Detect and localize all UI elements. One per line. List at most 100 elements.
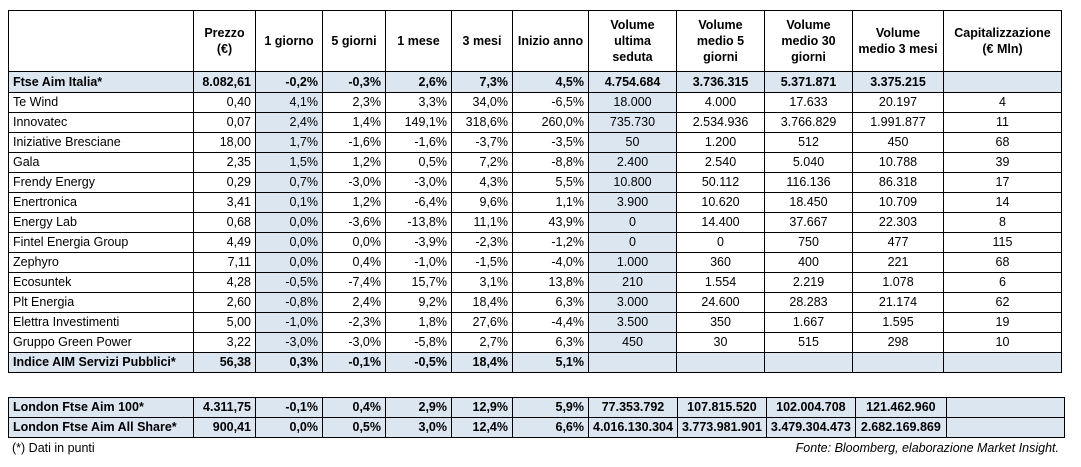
cell [945,397,1065,418]
cell: -5,8% [385,332,452,353]
cell: -6,5% [512,92,589,113]
header-cell: Capitalizzazione (€ Mln) [943,10,1062,72]
cell: 3,41 [193,192,256,213]
header-cell: 3 mesi [451,10,513,72]
data-row: Energy Lab 0,68 0,0% -3,6% -13,8% 11,1% 43,9% 0… [8,212,1062,233]
data-row: Frendy Energy 0,29 0,7% -3,0% -3,0% 4,3% 5,5% 1… [8,172,1062,193]
cell: 27,6% [451,312,513,333]
cell: 1.991.877 [852,112,944,133]
footnote: (*) Dati in punti [12,441,95,455]
cell: 68 [943,252,1062,273]
cell: 0,4% [322,252,386,273]
cell: -3,6% [322,212,386,233]
cell: -2,3% [451,232,513,253]
cell: 0 [588,212,677,233]
cell: 1.200 [676,132,765,153]
cell: 18,4% [451,352,513,373]
row-label: Te Wind [8,92,194,113]
data-row: Ecosuntek 4,28 -0,5% -7,4% 15,7% 3,1% 13,8% 210… [8,272,1062,293]
cell: 4.000 [676,92,765,113]
cell: 13,8% [512,272,589,293]
cell: 11,1% [451,212,513,233]
cell: 4.016.130.304 [588,417,678,438]
data-row: Te Wind 0,40 4,1% 2,3% 3,3% 34,0% -6,5% 18.000 4… [8,92,1062,113]
header-text: seduta [612,50,653,64]
cell: 1.554 [676,272,765,293]
cell: 68 [943,132,1062,153]
header-cell: Inizio anno [512,10,589,72]
header-cell: Prezzo (€) [193,10,256,72]
cell: 0,0% [255,232,323,253]
cell: -3,7% [451,132,513,153]
cell: 360 [676,252,765,273]
header-cell: 5 giorni [322,10,386,72]
cell: 0,4% [322,397,386,418]
cell: 3.000 [588,292,677,313]
cell: 5,5% [512,172,589,193]
cell: 0,0% [255,417,323,438]
cell: -4,4% [512,312,589,333]
cell: 2,3% [322,92,386,113]
cell: 318,6% [451,112,513,133]
cell: 10.788 [852,152,944,173]
cell: 9,2% [385,292,452,313]
cell: 0,3% [255,352,323,373]
cell: 19 [943,312,1062,333]
cell [943,352,1062,373]
cell: 56,38 [193,352,256,373]
row-label: Ecosuntek [8,272,194,293]
cell: 2.534.936 [676,112,765,133]
header-text: Capitalizzazione [954,26,1051,40]
data-row: Zephyro 7,11 0,0% 0,4% -1,0% -1,5% -4,0% 1.000 3… [8,252,1062,273]
cell: 350 [676,312,765,333]
cell: 6,3% [512,332,589,353]
cell: 0 [588,232,677,253]
main-table: Prezzo (€) 1 giorno 5 giorni 1 mese 3 mesi Ini… [8,10,1062,373]
cell: -8,8% [512,152,589,173]
cell: 115 [943,232,1062,253]
row-label: London Ftse Aim All Share* [8,417,194,438]
cell: 0,40 [193,92,256,113]
header-text: 1 mese [397,34,440,48]
row-label: Plt Energia [8,292,194,313]
cell: 17 [943,172,1062,193]
cell: 298 [852,332,944,353]
cell: -2,3% [322,312,386,333]
cell: 4,5% [512,71,589,93]
cell: 6 [943,272,1062,293]
data-row: Gruppo Green Power 3,22 -3,0% -3,0% -5,8% 2,7… [8,332,1062,353]
cell: 77.353.792 [588,397,678,418]
cell: 0,5% [322,417,386,438]
cell: 3.773.981.901 [676,417,767,438]
cell: 5,00 [193,312,256,333]
cell: 149,1% [385,112,452,133]
cell: 4,28 [193,272,256,293]
cell: -1,6% [385,132,452,153]
row-label: Indice AIM Servizi Pubblici* [8,352,194,373]
index-row: London Ftse Aim 100* 4.311,75 -0,1% 0,4% 2,9… [8,397,1065,418]
header-text: 3 mesi [462,34,502,48]
cell: -3,9% [385,232,452,253]
cell: 28.283 [764,292,853,313]
row-label: Frendy Energy [8,172,194,193]
cell: 477 [852,232,944,253]
cell: 8.082,61 [193,71,256,93]
cell: 0,07 [193,112,256,133]
cell: 6,6% [512,417,589,438]
cell: 3,22 [193,332,256,353]
cell: 50.112 [676,172,765,193]
cell: 5,9% [512,397,589,418]
cell: 1,4% [322,112,386,133]
cell: 0,0% [255,212,323,233]
header-cell: 1 mese [385,10,452,72]
cell: 0,29 [193,172,256,193]
header-cell: Volume ultima seduta [588,10,677,72]
cell: 1,8% [385,312,452,333]
row-label: Gala [8,152,194,173]
cell: 39 [943,152,1062,173]
data-row: Enertronica 3,41 0,1% 1,2% -6,4% 9,6% 1,1% 3.90… [8,192,1062,213]
cell: 512 [764,132,853,153]
cell: -0,2% [255,71,323,93]
cell: 4 [943,92,1062,113]
